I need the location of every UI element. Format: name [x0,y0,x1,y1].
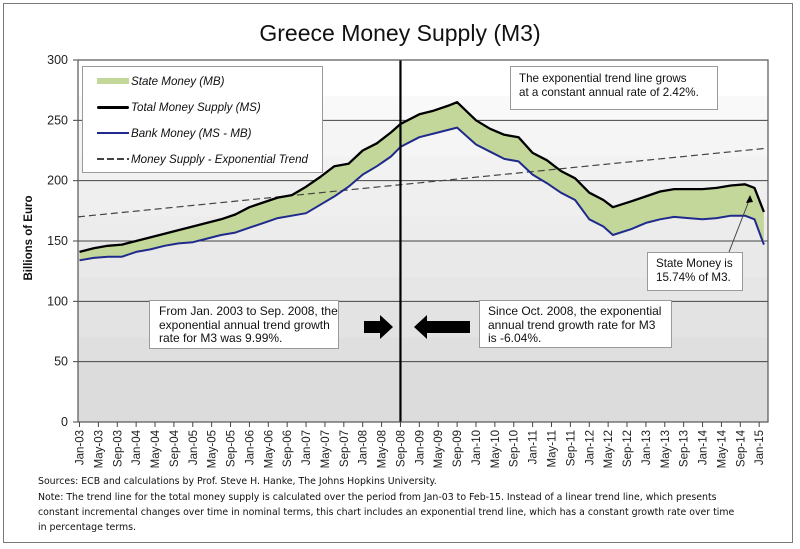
y-tick-label: 100 [47,294,68,308]
annotation-text: 15.74% of M3. [656,270,731,284]
bank-money-line [79,126,765,262]
annotation-text: is -6.04%. [488,331,542,345]
legend-item-bank-money: Bank Money (MS - MB) [97,125,251,141]
annotation-text: Since Oct. 2008, the exponential [488,304,662,318]
x-tick-label: Sep-05 [226,430,238,467]
legend-item-trend: Money Supply - Exponential Trend [97,151,308,167]
annotation-trend-rate: The exponential trend line grows at a co… [510,66,718,110]
x-tick-label: May-08 [377,430,389,468]
x-tick-label: Sep-12 [622,430,634,467]
axes [73,59,769,427]
annotation-text: exponential annual trend growth [159,317,330,332]
y-axis-title: Billions of Euro [23,195,35,281]
trend-line [77,147,769,218]
legend-label: State Money (MB) [131,74,225,88]
x-tick-label: Jan-09 [414,430,426,465]
x-tick-label: May-05 [207,430,219,468]
x-tick-label: Jan-14 [698,429,710,465]
x-tick-label: May-04 [150,429,162,468]
state-money-swatch [97,78,129,84]
callout-arrowhead-icon [746,195,753,203]
bank-money-swatch [97,131,129,135]
x-tick-label: Jan-03 [75,430,87,465]
footnote-line-1: Note: The trend line for the total money… [38,492,717,503]
annotation-text: annual trend growth rate for M3 [488,317,656,332]
trend-swatch [97,158,129,160]
annotation-text: The exponential trend line grows [519,72,687,85]
y-tick-label: 0 [61,415,68,429]
x-tick-label: May-03 [93,430,105,468]
x-tick-label: Jan-04 [131,429,143,465]
legend-label: Bank Money (MS - MB) [131,126,252,140]
x-tick-label: May-07 [320,430,332,468]
legend-item-total-money: Total Money Supply (MS) [97,99,261,115]
annotation-post-2008: Since Oct. 2008, the exponential annual … [479,300,672,348]
y-tick-label: 300 [47,53,68,67]
x-tick-label: May-12 [603,430,615,468]
total-money-line [79,101,765,254]
x-tick-label: Sep-09 [452,430,464,467]
annotation-text: From Jan. 2003 to Sep. 2008, the [159,304,338,318]
x-tick-label: Jan-06 [244,430,256,465]
x-tick-label: Jan-08 [358,430,370,465]
x-tick-label: Sep-11 [565,430,577,466]
x-tick-label: Sep-14 [735,429,747,467]
x-tick-label: Sep-13 [679,430,691,467]
chart-title: Greece Money Supply (M3) [259,20,541,46]
footnote-line-3: in percentage terms. [38,522,137,533]
legend-label: Money Supply - Exponential Trend [131,152,309,166]
x-tick-label: Jan-15 [754,430,766,465]
annotation-state-money-share: State Money is 15.74% of M3. [647,252,743,291]
x-tick-label: May-10 [490,430,502,468]
arrow-right-icon [364,315,393,339]
tick-labels: 0 50 100 150 200 250 300 Jan-03 May-03 Sep-03 Jan-… [47,53,766,468]
background-band-shade [78,397,768,422]
x-tick-label: Sep-08 [395,430,407,467]
x-tick-label: Sep-06 [282,430,294,467]
arrows [364,195,753,339]
x-tick-label: Sep-03 [112,430,124,467]
callout-pointer [728,197,751,253]
y-tick-label: 250 [47,113,68,127]
legend-label: Total Money Supply (MS) [131,100,261,114]
plot-border [77,59,769,423]
x-tick-label: Jan-07 [301,430,313,465]
x-tick-label: May-06 [263,430,275,468]
annotation-text: State Money is [656,257,733,270]
legend-item-state-money: State Money (MB) [97,73,224,89]
annotation-text: rate for M3 was 9.99%. [159,331,283,345]
x-tick-label: May-14 [716,429,728,468]
x-tick-label: Sep-07 [339,430,351,467]
x-tick-label: Sep-10 [509,430,521,467]
x-tick-label: May-11 [547,430,559,468]
x-tick-label: Jan-13 [641,430,653,465]
x-tick-label: Jan-10 [471,430,483,465]
sources-note: Sources: ECB and calculations by Prof. S… [38,476,437,487]
legend: State Money (MB) Total Money Supply (MS)… [82,66,323,173]
series-layer [77,60,769,422]
footnote-line-2: constant incremental changes over time i… [38,507,735,518]
total-money-swatch [97,105,129,109]
annotation-text: at a constant annual rate of 2.42%. [519,85,699,99]
x-tick-label: Jan-05 [188,430,200,465]
x-tick-label: Jan-12 [584,430,596,465]
y-tick-label: 200 [47,174,68,188]
annotation-pre-2008: From Jan. 2003 to Sep. 2008, the exponen… [149,300,339,349]
y-tick-label: 50 [54,355,68,369]
y-tick-label: 150 [47,234,68,248]
x-tick-label: Sep-04 [169,429,181,467]
x-tick-label: Jan-11 [528,430,540,464]
arrow-left-icon [414,315,470,339]
x-tick-label: May-13 [660,430,672,468]
x-tick-label: May-09 [433,430,445,468]
